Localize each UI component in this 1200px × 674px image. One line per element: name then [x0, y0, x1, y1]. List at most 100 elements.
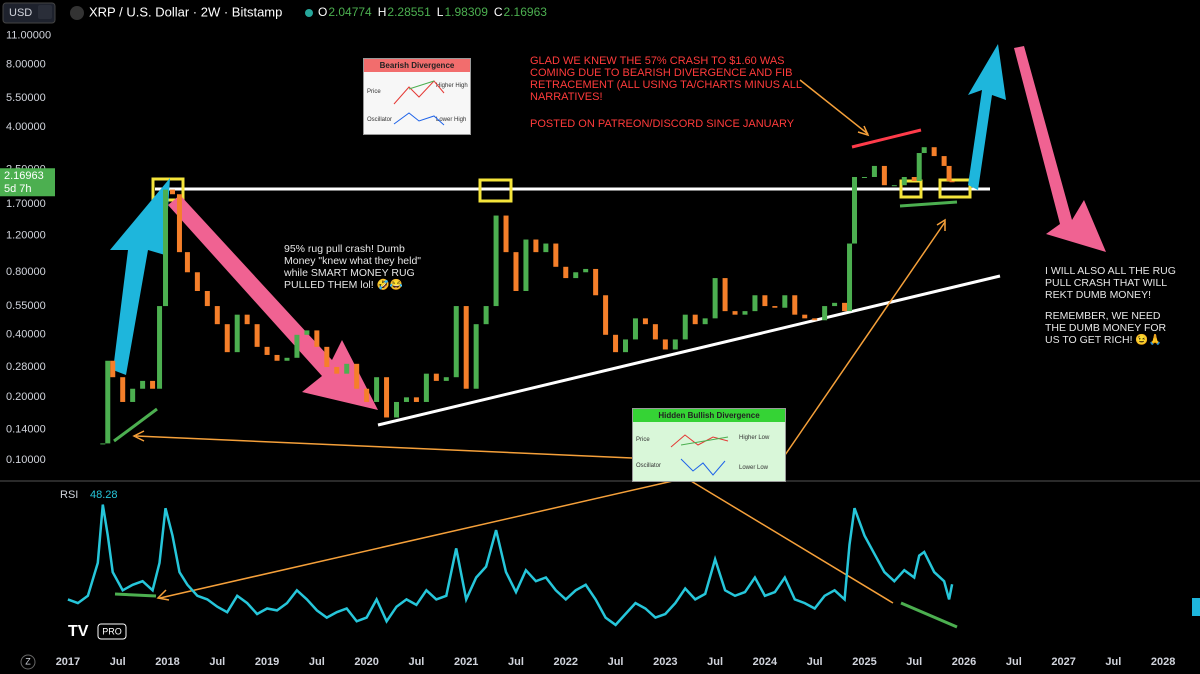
divergence-line — [899, 200, 958, 208]
price-tag-value: 2.16963 — [4, 170, 44, 182]
up-arrow — [110, 178, 170, 375]
candle — [921, 147, 927, 154]
candle — [613, 334, 619, 353]
candle — [344, 363, 350, 374]
candle — [901, 176, 907, 186]
candle — [354, 363, 360, 389]
ohlc: O 2.04774 H 2.28551 L 1.98309 C 2.16963 — [318, 5, 547, 19]
candle — [150, 380, 156, 389]
candle — [244, 314, 250, 325]
timezone[interactable]: Z — [25, 656, 31, 666]
down-arrow — [168, 195, 378, 410]
annotation: I WILL ALSO ALL THE RUG PULL CRASH THAT … — [1045, 265, 1176, 301]
bullish-inset: Hidden Bullish Divergence Price Oscillat… — [632, 408, 786, 482]
y-tick-label: 4.00000 — [6, 121, 46, 133]
sketch-line — [393, 112, 445, 126]
candle — [274, 354, 280, 361]
chart-title: XRP / U.S. Dollar · 2W · Bitstamp — [89, 4, 282, 19]
x-tick-label: Jul — [508, 656, 524, 668]
candle — [871, 165, 877, 177]
x-tick-label: Jul — [110, 656, 126, 668]
candle — [642, 318, 648, 325]
x-tick-label: Jul — [1006, 656, 1022, 668]
x-tick-label: Jul — [906, 656, 922, 668]
candle — [483, 306, 489, 325]
candle — [702, 318, 708, 325]
timezone-button[interactable] — [20, 654, 36, 670]
candle — [772, 306, 778, 308]
ohlc-key: O — [318, 5, 327, 19]
candle — [254, 324, 260, 347]
edit-button[interactable] — [38, 5, 52, 19]
candle — [603, 295, 609, 335]
candle — [822, 306, 828, 321]
x-tick-label: 2027 — [1051, 656, 1075, 668]
y-tick-label: 11.00000 — [6, 30, 51, 42]
x-tick-label: Jul — [707, 656, 723, 668]
arrow — [799, 79, 869, 135]
candle — [949, 181, 955, 183]
x-tick-label: 2017 — [56, 656, 80, 668]
candle — [652, 324, 658, 340]
candle — [672, 339, 678, 350]
symbol[interactable]: USD — [9, 7, 32, 19]
up-arrow — [968, 44, 1006, 190]
candle — [157, 306, 163, 389]
x-tick-label: Jul — [309, 656, 325, 668]
y-tick-label: 0.40000 — [6, 329, 46, 341]
x-tick-label: 2023 — [653, 656, 677, 668]
candle — [130, 388, 136, 402]
market-status — [305, 9, 313, 17]
annotation: GLAD WE KNEW THE 57% CRASH TO $1.60 WAS … — [530, 55, 802, 103]
candle — [473, 324, 479, 389]
x-tick-label: 2024 — [753, 656, 778, 668]
highlight-box — [899, 179, 923, 199]
candle — [513, 252, 519, 292]
candle — [184, 252, 190, 273]
candle — [443, 377, 449, 381]
candle — [632, 318, 638, 340]
candle — [543, 243, 549, 253]
sketch-line — [680, 436, 729, 446]
inset-label: Higher High — [436, 83, 468, 89]
annotation: REMEMBER, WE NEED THE DUMB MONEY FOR US … — [1045, 310, 1167, 346]
x-tick-label: Jul — [608, 656, 624, 668]
price-tag — [0, 168, 55, 197]
candle — [204, 291, 210, 307]
candle — [403, 397, 409, 402]
y-tick-label: 0.55000 — [6, 300, 46, 312]
y-tick-label: 1.20000 — [6, 230, 46, 242]
y-tick-label: 0.10000 — [6, 454, 46, 466]
inset-label: Oscillator — [367, 117, 393, 123]
candle — [792, 295, 798, 315]
divergence-line — [113, 407, 158, 443]
inset-label: Price — [636, 437, 650, 443]
candle — [662, 339, 668, 350]
arrow-head — [132, 430, 145, 442]
candle — [453, 306, 459, 378]
divergence-line — [851, 128, 922, 149]
candle — [583, 268, 589, 273]
inset-label: Lower Low — [739, 465, 769, 471]
candle — [284, 357, 290, 361]
candle — [782, 295, 788, 308]
candle — [861, 176, 867, 178]
candle — [911, 176, 917, 182]
candle — [264, 346, 270, 355]
x-tick-label: Jul — [1105, 656, 1121, 668]
candle — [394, 401, 400, 418]
inset-title: Hidden Bullish Divergence — [633, 409, 785, 422]
y-tick-label: 0.28000 — [6, 361, 46, 373]
inset-sketch — [393, 80, 445, 126]
candle — [194, 272, 200, 292]
candle — [742, 311, 748, 315]
annotation: 95% rug pull crash! Dumb Money "knew wha… — [284, 243, 422, 291]
candle — [523, 239, 529, 292]
candle — [623, 339, 629, 353]
symbol-icon — [70, 6, 84, 20]
tv-logo: TV — [68, 623, 89, 640]
y-tick-label: 0.80000 — [6, 266, 46, 278]
ohlc-value: 2.04774 — [328, 5, 372, 19]
candle — [163, 189, 169, 307]
